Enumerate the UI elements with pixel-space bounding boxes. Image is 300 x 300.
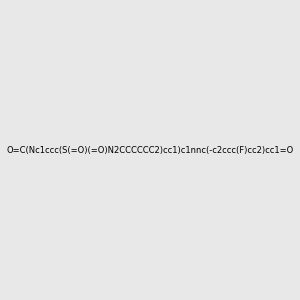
Text: O=C(Nc1ccc(S(=O)(=O)N2CCCCCC2)cc1)c1nnc(-c2ccc(F)cc2)cc1=O: O=C(Nc1ccc(S(=O)(=O)N2CCCCCC2)cc1)c1nnc(… bbox=[6, 146, 294, 154]
